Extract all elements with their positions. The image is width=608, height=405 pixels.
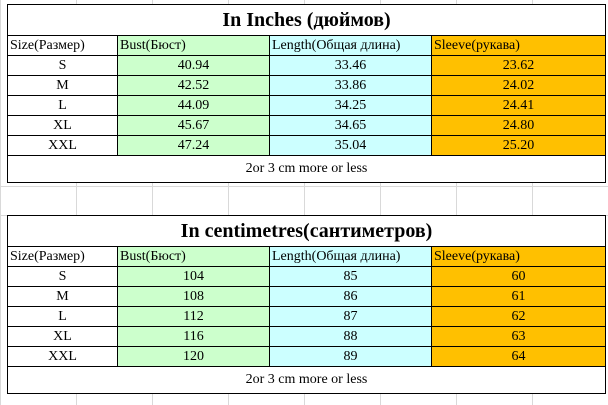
sleeve-cell: 60 xyxy=(431,266,606,287)
length-cell: 88 xyxy=(269,326,432,347)
length-cell: 35.04 xyxy=(269,135,432,156)
table-row: M 42.52 33.86 24.02 xyxy=(7,75,607,96)
table-row: M 108 86 61 xyxy=(7,286,606,307)
sleeve-cell: 25.20 xyxy=(430,135,607,156)
bust-cell: 116 xyxy=(117,326,270,347)
centimetres-size-table: In centimetres(сантиметров) Size(Размер)… xyxy=(7,215,606,394)
length-cell: 89 xyxy=(269,346,432,367)
header-length: Length(Общая длина) xyxy=(269,246,432,267)
bust-cell: 44.09 xyxy=(117,95,270,116)
size-cell: XL xyxy=(7,326,118,347)
table-row: XXL 47.24 35.04 25.20 xyxy=(7,135,607,156)
size-cell: S xyxy=(7,55,118,76)
table-row: XL 116 88 63 xyxy=(7,326,606,347)
sleeve-cell: 62 xyxy=(431,306,606,327)
header-size: Size(Размер) xyxy=(7,35,118,56)
sleeve-cell: 63 xyxy=(431,326,606,347)
size-cell: M xyxy=(7,75,118,96)
table-row: L 112 87 62 xyxy=(7,306,606,327)
header-sleeve: Sleeve(рукава) xyxy=(430,35,607,56)
centimetres-table-title: In centimetres(сантиметров) xyxy=(7,215,606,247)
inches-tolerance-note: 2or 3 cm more or less xyxy=(6,155,607,183)
sleeve-cell: 24.80 xyxy=(430,115,607,136)
bust-cell: 47.24 xyxy=(117,135,270,156)
sleeve-cell: 24.02 xyxy=(430,75,607,96)
table-row: L 44.09 34.25 24.41 xyxy=(7,95,607,116)
length-cell: 34.25 xyxy=(269,95,432,116)
table-row: S 40.94 33.46 23.62 xyxy=(7,55,607,76)
length-cell: 85 xyxy=(269,266,432,287)
bust-cell: 104 xyxy=(117,266,270,287)
length-cell: 33.86 xyxy=(269,75,432,96)
bust-cell: 42.52 xyxy=(117,75,270,96)
inches-size-table: In Inches (дюймов) Size(Размер) Bust(Бюс… xyxy=(6,4,607,183)
size-cell: XXL xyxy=(7,346,118,367)
header-sleeve: Sleeve(рукава) xyxy=(431,246,606,267)
length-cell: 87 xyxy=(269,306,432,327)
header-size: Size(Размер) xyxy=(7,246,118,267)
sleeve-cell: 23.62 xyxy=(430,55,607,76)
size-cell: M xyxy=(7,286,118,307)
size-cell: XL xyxy=(7,115,118,136)
centimetres-header-row: Size(Размер) Bust(Бюст) Length(Общая дли… xyxy=(7,246,606,267)
bust-cell: 45.67 xyxy=(117,115,270,136)
size-cell: L xyxy=(7,95,118,116)
size-cell: L xyxy=(7,306,118,327)
table-row: S 104 85 60 xyxy=(7,266,606,287)
bust-cell: 40.94 xyxy=(117,55,270,76)
bust-cell: 112 xyxy=(117,306,270,327)
spreadsheet-gap-row xyxy=(0,186,608,216)
length-cell: 86 xyxy=(269,286,432,307)
header-bust: Bust(Бюст) xyxy=(117,246,270,267)
centimetres-tolerance-note: 2or 3 cm more or less xyxy=(7,366,606,394)
sleeve-cell: 61 xyxy=(431,286,606,307)
length-cell: 33.46 xyxy=(269,55,432,76)
sleeve-cell: 24.41 xyxy=(430,95,607,116)
size-cell: XXL xyxy=(7,135,118,156)
header-length: Length(Общая длина) xyxy=(269,35,432,56)
inches-table-title: In Inches (дюймов) xyxy=(6,4,607,36)
bust-cell: 108 xyxy=(117,286,270,307)
bust-cell: 120 xyxy=(117,346,270,367)
sleeve-cell: 64 xyxy=(431,346,606,367)
header-bust: Bust(Бюст) xyxy=(117,35,270,56)
table-row: XXL 120 89 64 xyxy=(7,346,606,367)
inches-header-row: Size(Размер) Bust(Бюст) Length(Общая дли… xyxy=(7,35,607,56)
table-row: XL 45.67 34.65 24.80 xyxy=(7,115,607,136)
length-cell: 34.65 xyxy=(269,115,432,136)
size-cell: S xyxy=(7,266,118,287)
